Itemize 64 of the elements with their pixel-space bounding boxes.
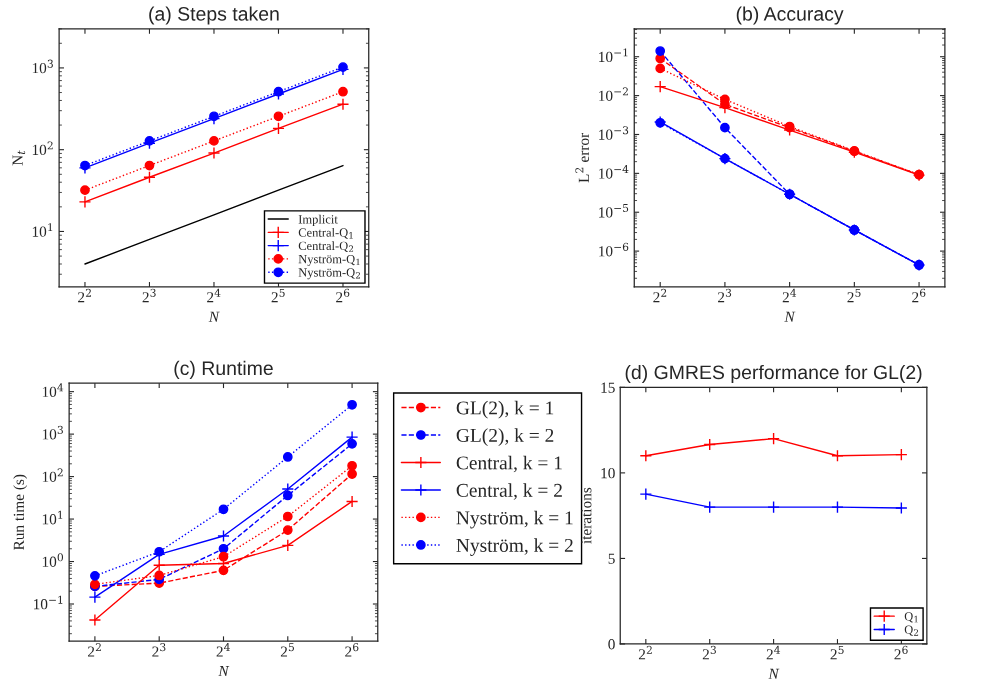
x-tick-label: 2$^{4}$ — [766, 645, 781, 660]
x-tick-label: 2$^{3}$ — [152, 643, 166, 657]
y-axis-title: N$_{t}$ — [12, 150, 26, 166]
x-tick-label: 2$^{3}$ — [702, 645, 716, 660]
x-axis-title: N — [768, 668, 780, 679]
y-tick-label: 5 — [608, 553, 615, 564]
legend-label: Central, k = 1 — [456, 455, 562, 473]
x-tick-label: 2$^{2}$ — [638, 645, 652, 660]
legend-label: GL(2), k = 2 — [456, 428, 554, 446]
x-tick-label: 2$^{5}$ — [830, 645, 844, 660]
legend-label: Nyström, k = 1 — [456, 510, 573, 529]
y-tick-label: 10$^{2}$ — [32, 141, 53, 156]
chart-title: (a) Steps taken — [149, 6, 279, 25]
chart-title: (c) Runtime — [174, 360, 273, 379]
x-tick-label: 2$^{2}$ — [88, 643, 101, 657]
x-axis-title: N — [784, 311, 796, 322]
x-tick-label: 2$^{5}$ — [280, 643, 294, 657]
legend-label: Q$_{1}$ — [904, 612, 918, 623]
y-tick-label: 10$^{2}$ — [42, 468, 63, 482]
x-tick-label: 2$^{5}$ — [847, 288, 861, 303]
x-axis-title: N — [208, 311, 220, 322]
legend-label: Q$_{2}$ — [904, 625, 919, 636]
x-tick-label: 2$^{3}$ — [718, 288, 732, 303]
y-tick-label: 10$^{0}$ — [42, 553, 64, 567]
y-tick-label: 10$^{4}$ — [42, 383, 64, 397]
legend-label: Implicit — [298, 214, 338, 227]
y-tick-label: 10$^{−3}$ — [599, 126, 629, 140]
x-tick-label: 2$^{3}$ — [142, 288, 156, 303]
x-tick-label: 2$^{2}$ — [653, 288, 667, 303]
legend-label: Nyström-Q$_{2}$ — [298, 268, 360, 280]
y-tick-label: 10$^{−4}$ — [599, 165, 629, 179]
legend-label: Central-Q$_{1}$ — [298, 227, 353, 239]
y-tick-label: 10$^{1}$ — [32, 223, 53, 237]
y-axis-title: L$^{2}$ error — [575, 132, 590, 183]
y-tick-label: 15 — [601, 382, 615, 393]
y-axis-title: Run time (s) — [13, 474, 28, 550]
x-tick-label: 2$^{4}$ — [207, 288, 221, 303]
x-tick-label: 2$^{6}$ — [336, 288, 350, 303]
x-tick-label: 2$^{6}$ — [345, 643, 359, 657]
y-tick-label: 10$^{−6}$ — [599, 242, 629, 257]
y-tick-label: 10$^{−5}$ — [599, 204, 629, 218]
legend-label: Central-Q$_{2}$ — [298, 241, 354, 252]
x-tick-label: 2$^{6}$ — [894, 645, 908, 660]
chart-title: (b) Accuracy — [736, 6, 844, 25]
x-tick-label: 2$^{2}$ — [78, 288, 91, 303]
x-tick-label: 2$^{6}$ — [912, 288, 926, 303]
y-tick-label: 10$^{3}$ — [32, 59, 53, 74]
legend-label: Central, k = 2 — [456, 483, 562, 500]
y-tick-label: 10$^{−1}$ — [34, 595, 63, 610]
legend-label: GL(2), k = 1 — [456, 400, 554, 419]
x-tick-label: 2$^{4}$ — [782, 288, 797, 303]
x-tick-label: 2$^{4}$ — [216, 643, 230, 657]
legend-label: Nyström, k = 2 — [456, 538, 573, 556]
y-tick-label: 10$^{3}$ — [42, 425, 63, 440]
y-tick-label: 10 — [601, 468, 615, 479]
chart-title: (d) GMRES performance for GL(2) — [625, 364, 922, 384]
y-tick-label: 0 — [608, 639, 615, 650]
y-tick-label: 10$^{−1}$ — [599, 48, 628, 63]
x-tick-label: 2$^{5}$ — [271, 288, 285, 303]
x-axis-title: N — [218, 666, 230, 677]
y-tick-label: 10$^{1}$ — [42, 510, 63, 525]
legend-label: Nyström-Q$_{1}$ — [298, 254, 360, 266]
y-tick-label: 10$^{−2}$ — [599, 87, 628, 101]
y-axis-title: iterations — [581, 487, 592, 544]
